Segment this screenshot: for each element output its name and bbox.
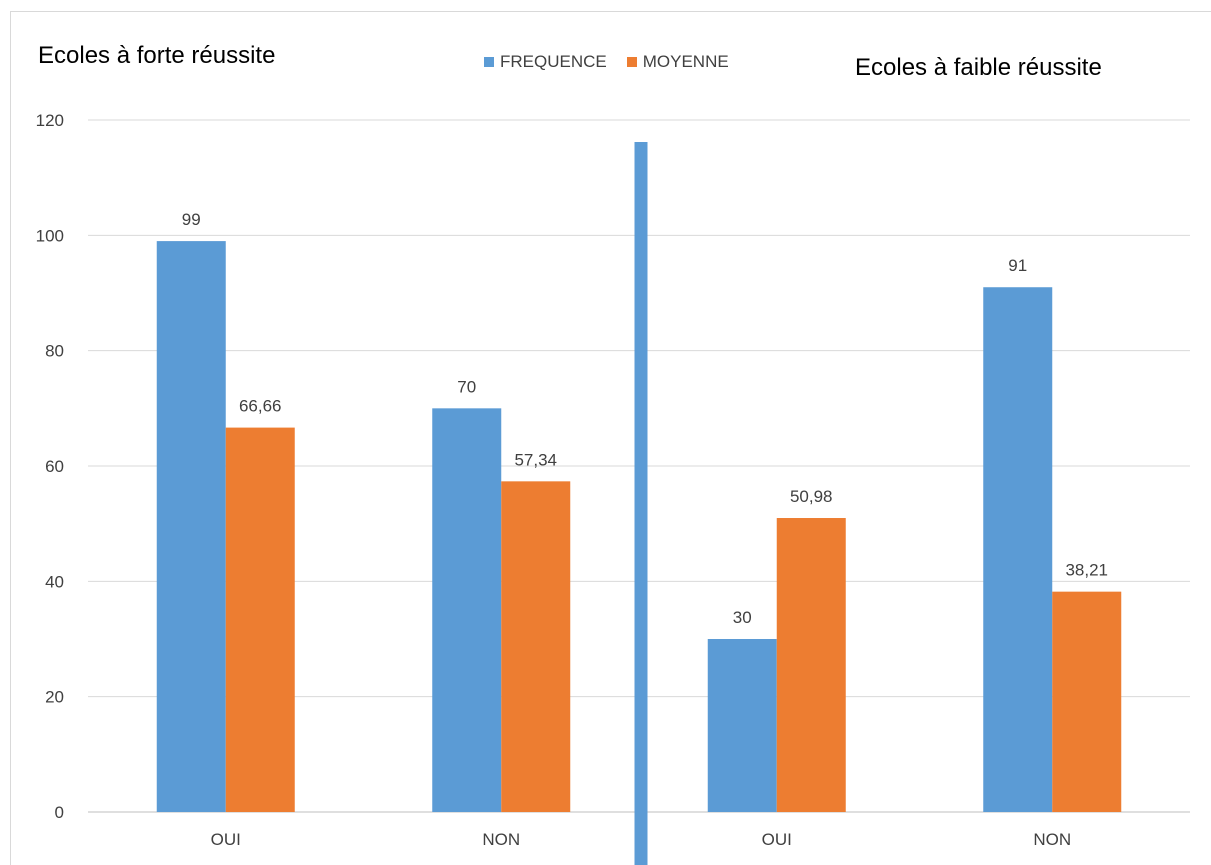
data-label-frequence-3: 30: [733, 608, 752, 627]
y-tick-label-60: 60: [45, 457, 64, 476]
legend-item-moyenne: MOYENNE: [626, 52, 729, 72]
left-panel-label: Ecoles à forte réussite: [38, 42, 276, 69]
data-label-moyenne-3: 50,98: [790, 487, 833, 506]
y-tick-label-100: 100: [36, 226, 64, 245]
legend: FREQUENCE MOYENNE: [484, 52, 729, 72]
bar-frequence-2: [432, 408, 502, 812]
y-tick-label-0: 0: [55, 803, 64, 822]
data-label-frequence-4: 91: [1008, 256, 1027, 275]
chart-frame: [10, 11, 1211, 865]
data-label-moyenne-4: 38,21: [1065, 561, 1108, 580]
legend-item-frequence: FREQUENCE: [484, 52, 607, 72]
bar-frequence-1: [156, 241, 226, 813]
bar-moyenne-1: [225, 427, 295, 812]
data-label-moyenne-1: 66,66: [239, 397, 282, 416]
legend-swatch-frequence: [484, 57, 494, 67]
x-tick-label-4: NON: [1033, 830, 1071, 849]
y-tick-label-80: 80: [45, 342, 64, 361]
y-tick-label-120: 120: [36, 111, 64, 130]
bar-moyenne-3: [776, 518, 846, 812]
y-tick-label-20: 20: [45, 688, 64, 707]
panel-divider: [634, 142, 648, 865]
legend-label-moyenne: MOYENNE: [642, 52, 729, 71]
data-label-frequence-1: 99: [182, 210, 201, 229]
bar-frequence-4: [983, 287, 1053, 812]
right-panel-label: Ecoles à faible réussite: [855, 54, 1102, 81]
bar-moyenne-4: [1052, 591, 1122, 812]
x-tick-label-3: OUI: [762, 830, 792, 849]
bar-frequence-3: [707, 639, 777, 812]
x-tick-label-2: NON: [482, 830, 520, 849]
legend-swatch-moyenne: [626, 57, 637, 67]
legend-label-frequence: FREQUENCE: [500, 52, 607, 71]
y-tick-label-40: 40: [45, 572, 64, 591]
data-label-moyenne-2: 57,34: [514, 450, 557, 469]
data-label-frequence-2: 70: [457, 377, 476, 396]
bar-moyenne-2: [501, 481, 571, 812]
x-tick-label-1: OUI: [211, 830, 241, 849]
